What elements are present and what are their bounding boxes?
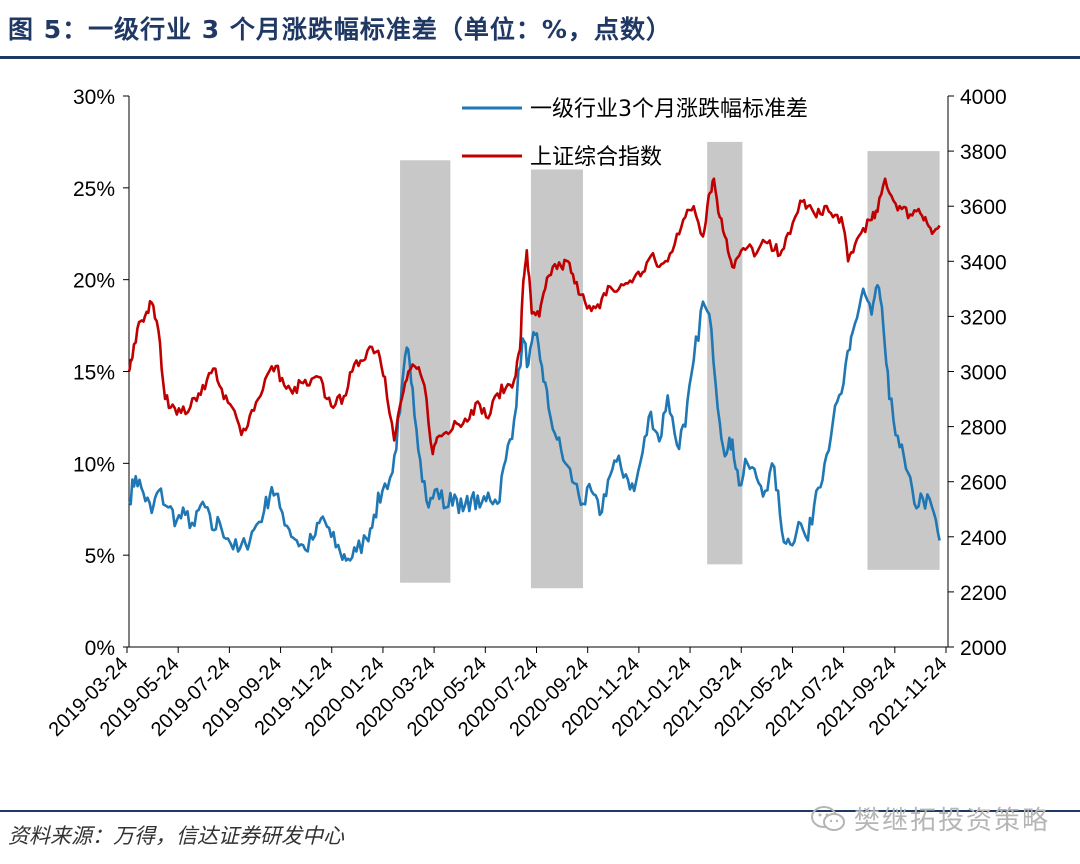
left-tick-label: 0%	[85, 637, 115, 660]
chart-area: 0% 5% 10% 15% 20% 25% 30% 2000 2200 2400 2600 2800 3…	[45, 86, 1007, 741]
right-tick-label: 2000	[960, 637, 1007, 660]
left-tick-label: 30%	[73, 86, 115, 109]
watermark-text: 樊继拓投资策略	[853, 806, 1050, 836]
shaded-period-4	[867, 151, 940, 570]
right-tick-label: 2800	[960, 417, 1007, 440]
right-tick-label: 3600	[960, 196, 1007, 219]
right-tick-label: 3000	[960, 362, 1007, 385]
wechat-icon	[810, 805, 845, 831]
legend-label-index: 上证综合指数	[530, 145, 662, 170]
right-tick-label: 2600	[960, 472, 1007, 495]
left-tick-label: 15%	[73, 362, 115, 385]
title-underline	[0, 56, 1080, 59]
left-tick-label: 5%	[85, 545, 115, 568]
source-note: 资料来源：万得，信达证券研发中心	[8, 824, 344, 848]
right-tick-label: 3400	[960, 251, 1007, 274]
left-tick-label: 10%	[73, 453, 115, 476]
right-tick-label: 3200	[960, 306, 1007, 329]
legend-label-std: 一级行业3个月涨跌幅标准差	[530, 97, 808, 122]
watermark: 樊继拓投资策略	[810, 800, 1050, 837]
right-tick-label: 4000	[960, 86, 1007, 109]
shaded-periods	[400, 141, 940, 589]
right-tick-label: 2200	[960, 582, 1007, 605]
axes: 0% 5% 10% 15% 20% 25% 30% 2000 2200 2400 2600 2800 3…	[45, 86, 1007, 741]
footer-rule	[0, 810, 1080, 812]
series-lines	[127, 177, 941, 562]
left-tick-label: 20%	[73, 270, 115, 293]
index-series-line	[127, 177, 941, 456]
right-tick-label: 3800	[960, 141, 1007, 164]
left-tick-label: 25%	[73, 178, 115, 201]
shaded-period-2	[530, 169, 583, 589]
right-tick-label: 2400	[960, 527, 1007, 550]
chart-title: 图 5：一级行业 3 个月涨跌幅标准差（单位：%，点数）	[8, 15, 672, 44]
std-series-line	[127, 283, 941, 562]
